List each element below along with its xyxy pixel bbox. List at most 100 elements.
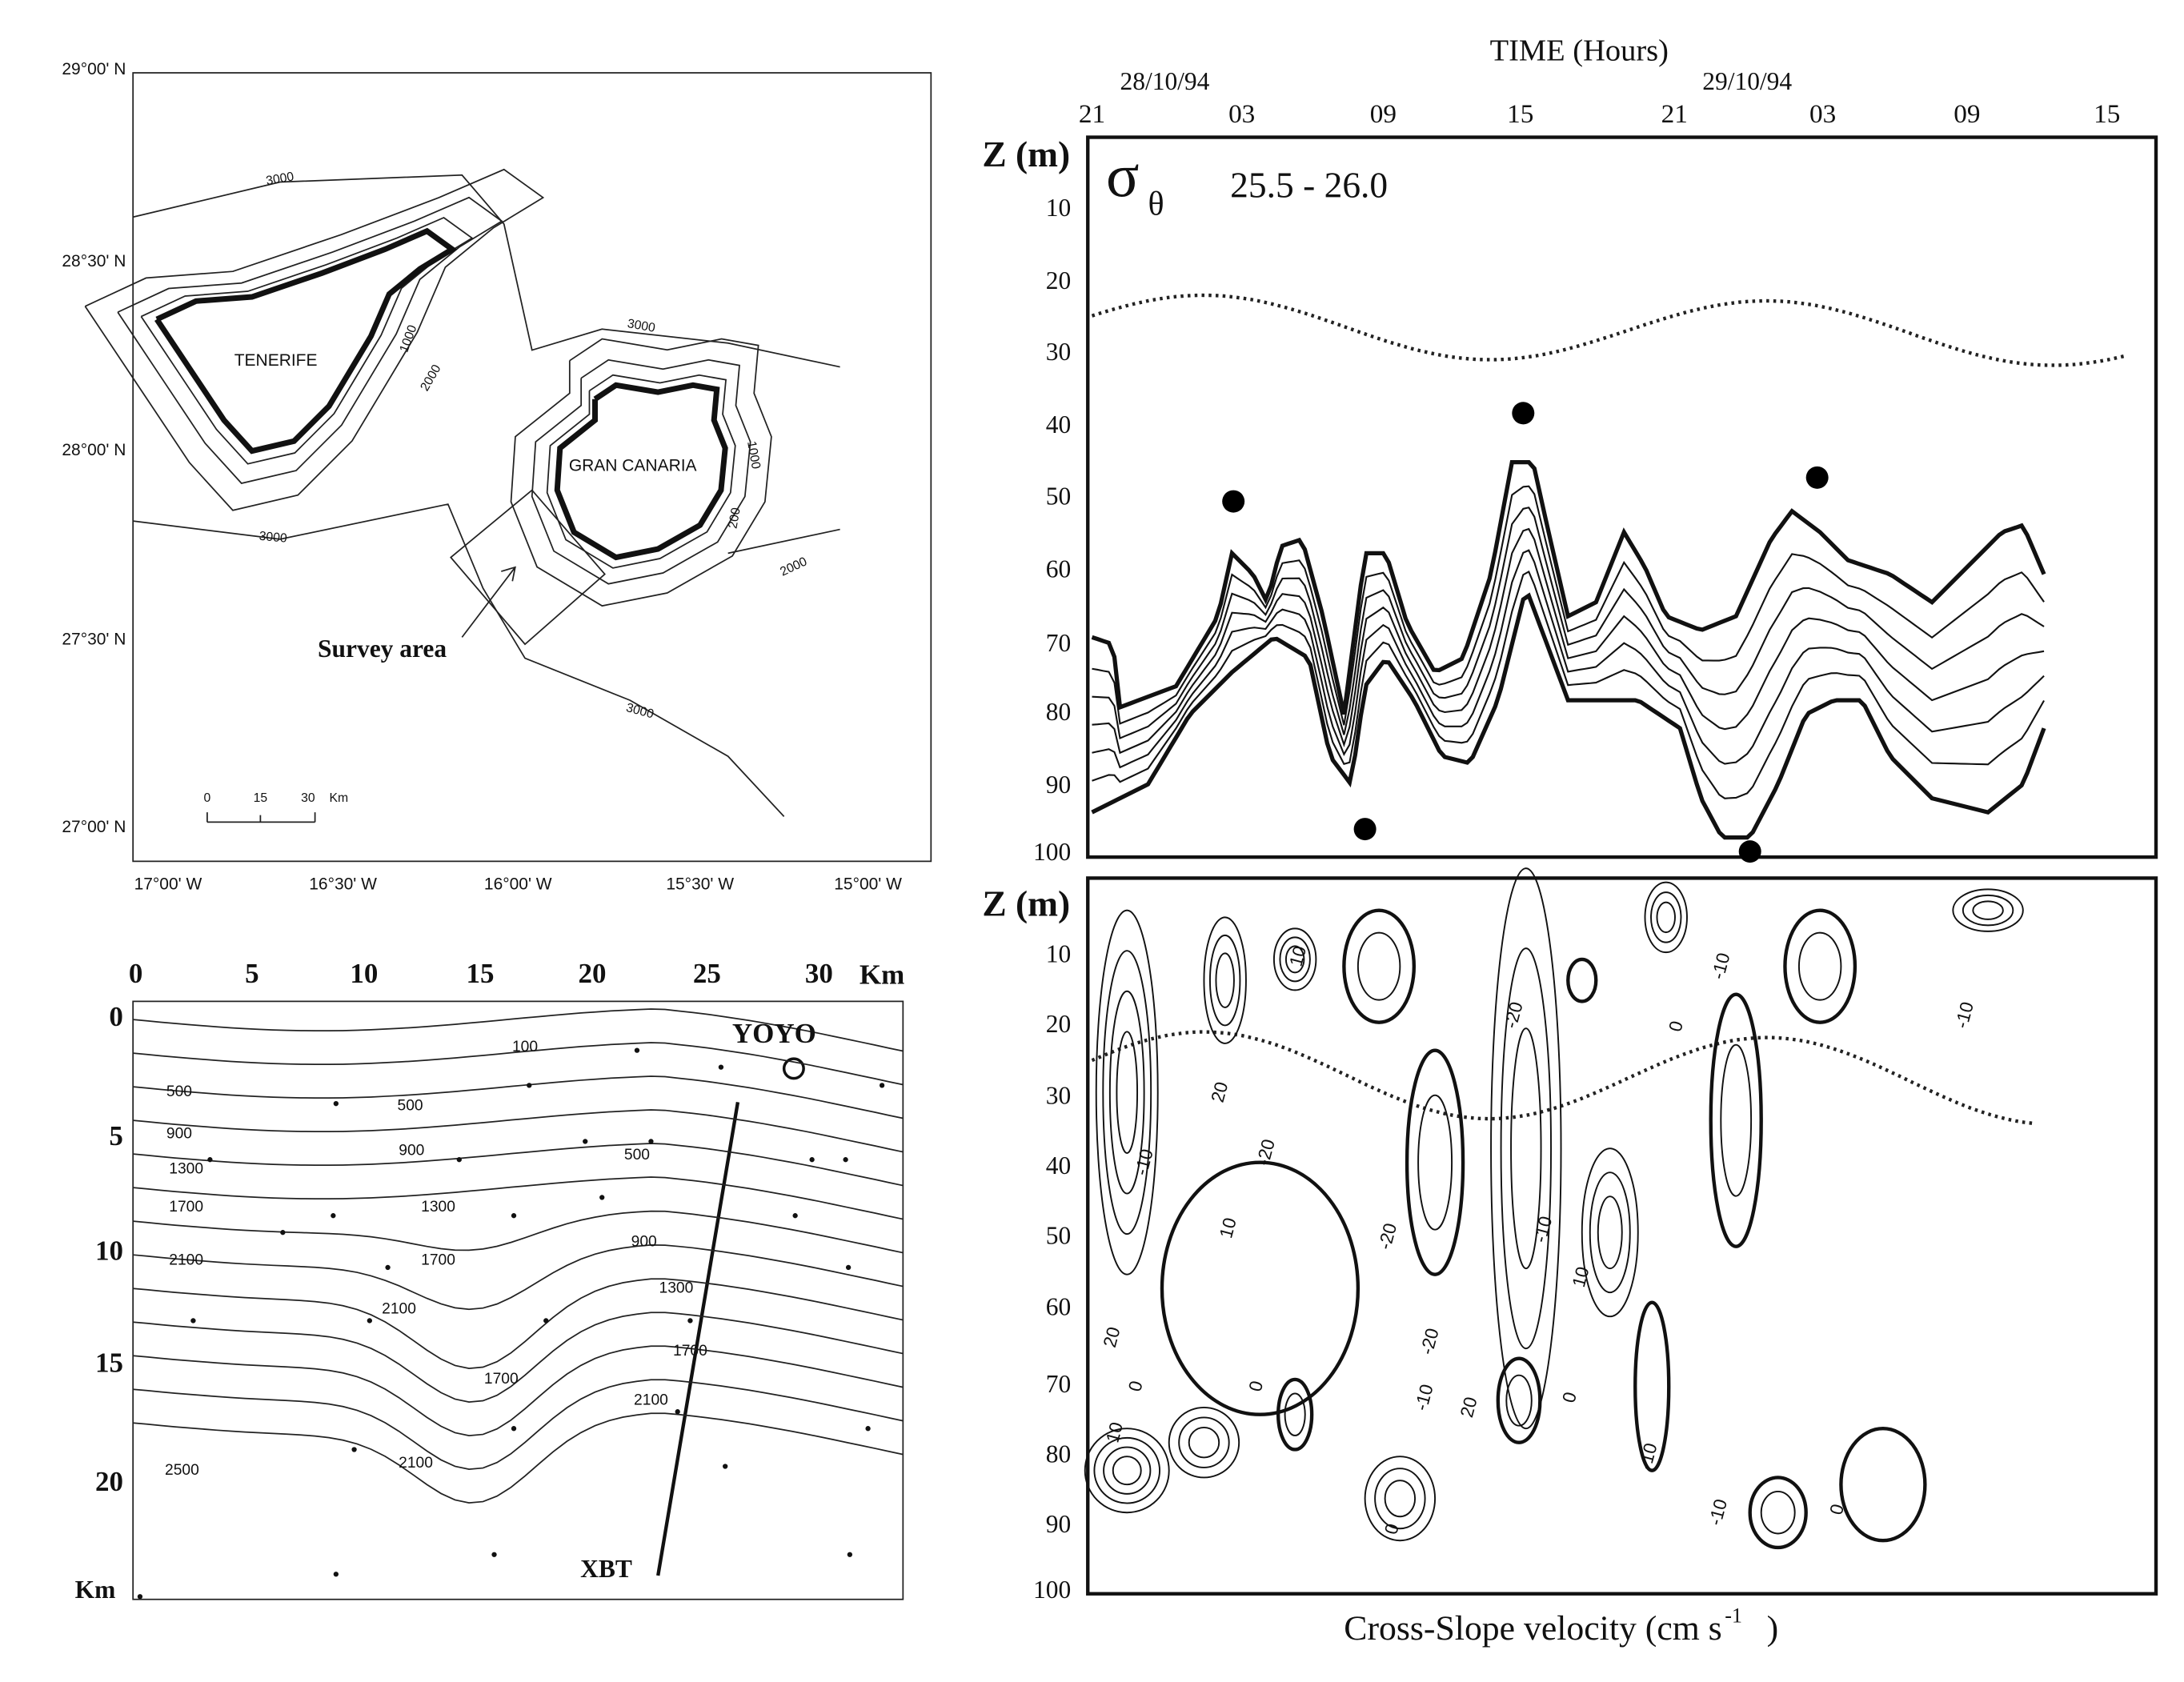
contour-label: 10 [1285, 943, 1311, 968]
survey-label: Survey area [318, 635, 447, 663]
velocity-contour [1103, 1446, 1152, 1495]
isobath-line [133, 1244, 904, 1311]
lat-label: 27°30' N [62, 630, 126, 648]
y-tick-label: 20 [1046, 266, 1071, 294]
map-frame [132, 72, 932, 863]
contour-label: -20 [1500, 999, 1527, 1030]
contour-label: 0 [1380, 1521, 1402, 1536]
velocity-contour [1496, 1356, 1542, 1444]
contour-label: 3000 [265, 170, 295, 188]
range-label: 25.5 - 26.0 [1230, 165, 1388, 206]
coastline [154, 227, 458, 455]
contour-label: 1700 [673, 1343, 707, 1360]
y-tick-label: 90 [1046, 1510, 1071, 1538]
velocity-contour [1656, 901, 1676, 934]
lat-label: 29°00' N [62, 60, 126, 78]
station [351, 1447, 357, 1452]
caption-end: ) [1767, 1609, 1779, 1648]
station [207, 1157, 213, 1163]
y-tick-label: 60 [1046, 1293, 1071, 1321]
isobath [84, 168, 545, 511]
contour-label: 100 [512, 1039, 538, 1055]
lat-label: 28°00' N [62, 441, 126, 459]
y-tick-label: 70 [1046, 1370, 1071, 1398]
lon-label: 16°30' W [309, 875, 377, 894]
velocity-contour [1581, 1147, 1639, 1318]
isobath-line [133, 1176, 904, 1220]
contour-label: 900 [631, 1234, 657, 1251]
velocity-contour [1168, 1406, 1240, 1479]
contour-label: 0 [1124, 1379, 1146, 1394]
x-tick-label: 15 [1507, 99, 1533, 129]
isobath [117, 196, 503, 484]
contour-label: 0 [1244, 1379, 1267, 1394]
contour-label: 20 [1207, 1079, 1232, 1104]
velocity-contour [1188, 1426, 1220, 1459]
survey-box [450, 489, 606, 646]
lat-label: 28°30' N [62, 252, 126, 270]
contour-label: 10 [1101, 1420, 1127, 1444]
y-tick-label: 5 [109, 1120, 122, 1151]
velocity-contour [1342, 908, 1417, 1024]
contour-label: 2100 [169, 1251, 203, 1268]
x-tick-label: 03 [1228, 99, 1255, 129]
yoyo-mark [782, 1057, 805, 1080]
isobath [133, 503, 785, 817]
velocity-contour [1644, 881, 1688, 954]
contour-label: 2100 [382, 1301, 416, 1318]
isobath-line [133, 1379, 904, 1471]
station [865, 1426, 871, 1432]
symbol-sub: θ [1148, 186, 1164, 223]
isopycnal [1092, 549, 2045, 769]
velocity-contour [1709, 992, 1763, 1248]
lon-label: 15°30' W [666, 875, 734, 894]
x-tick-label: 15 [2094, 99, 2120, 129]
station [634, 1047, 640, 1053]
velocity-contour [1093, 1436, 1161, 1504]
station [367, 1318, 372, 1324]
velocity-contour [1276, 1377, 1314, 1452]
velocity-contour [1783, 908, 1857, 1024]
isobath [510, 338, 772, 607]
contour-label: 1700 [484, 1371, 519, 1388]
velocity-contour [1597, 1195, 1623, 1270]
velocity-contour [1510, 1027, 1542, 1270]
sample-dot [1222, 490, 1245, 513]
x-tick-label: 5 [245, 958, 258, 989]
velocity-contour [1374, 1468, 1426, 1530]
contour-label: 3000 [258, 530, 288, 546]
y-tick-label: 20 [95, 1466, 123, 1497]
lat-label: 27°00' N [62, 818, 126, 836]
station [583, 1139, 588, 1144]
contour-label: -20 [1416, 1326, 1443, 1356]
contour-label: 10 [1215, 1215, 1240, 1240]
station [331, 1213, 336, 1219]
x-tick-label: 09 [1370, 99, 1397, 129]
velocity-contour [1178, 1416, 1230, 1468]
y-tick-label: 90 [1046, 771, 1071, 799]
contour-label: 2000 [778, 555, 809, 579]
y-tick-label: 50 [1046, 482, 1071, 510]
y-tick-label: 15 [95, 1347, 123, 1378]
date-label: 29/10/94 [1702, 67, 1792, 95]
velocity-contour [1215, 952, 1235, 1008]
contour-label: -10 [1130, 1147, 1157, 1177]
sample-dot [1805, 466, 1829, 489]
contour-label: -10 [1704, 1496, 1731, 1527]
contour-label: 0 [1665, 1019, 1687, 1034]
x-tick-label: 30 [805, 958, 833, 989]
station [845, 1264, 852, 1271]
station [456, 1157, 462, 1163]
station [718, 1064, 724, 1070]
y-tick-label: 50 [1046, 1221, 1071, 1249]
velocity-contour [1208, 934, 1241, 1027]
y-tick-label: 40 [1046, 410, 1071, 439]
station [847, 1552, 853, 1557]
contour-label: -10 [1529, 1214, 1557, 1244]
y-tick-label: 80 [1046, 698, 1071, 726]
y-tick-label: 70 [1046, 629, 1071, 657]
scale-label: 0 [204, 791, 211, 805]
contour-label: 1700 [169, 1199, 203, 1215]
z-label: Z (m) [982, 134, 1070, 174]
isopycnal [1091, 592, 2046, 840]
